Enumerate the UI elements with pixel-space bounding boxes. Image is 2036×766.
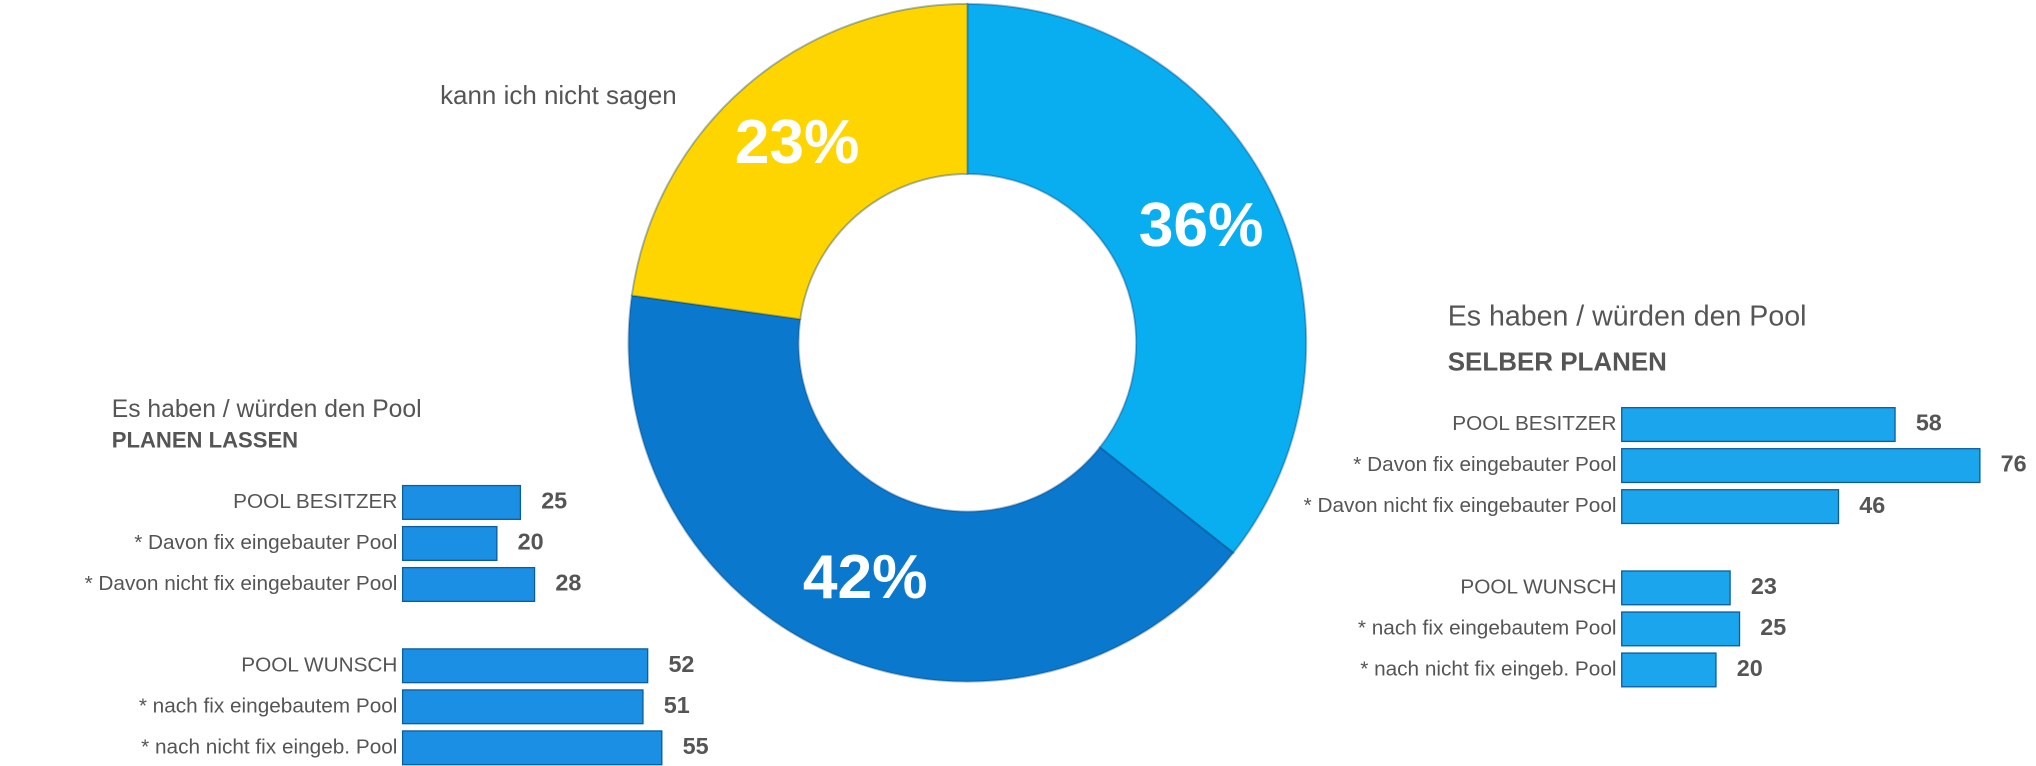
bar — [401, 730, 663, 766]
category-label: * nach nicht fix eingeb. Pool — [1360, 657, 1616, 680]
bar — [1621, 489, 1840, 525]
category-label: POOL WUNSCH — [241, 653, 397, 676]
value-label: 55 — [683, 733, 709, 759]
bar — [1621, 652, 1717, 688]
donut-segment — [630, 2, 969, 321]
category-label: * nach fix eingebautem Pool — [1358, 616, 1617, 639]
value-label: 28 — [555, 570, 581, 596]
chart-subtitle: PLANEN LASSEN — [112, 427, 298, 452]
category-label: * nach nicht fix eingeb. Pool — [141, 735, 397, 758]
bar — [401, 566, 536, 603]
category-label: POOL BESITZER — [233, 490, 397, 513]
value-label: 52 — [668, 651, 694, 677]
category-label: POOL WUNSCH — [1460, 575, 1616, 598]
donut-segment — [627, 294, 1235, 683]
bar — [1621, 570, 1731, 606]
chart-title: Es haben / würden den Pool — [112, 396, 422, 423]
category-label: * Davon fix eingebauter Pool — [134, 531, 397, 554]
donut-segment — [966, 2, 1308, 555]
bar — [1621, 611, 1741, 647]
value-label: 46 — [1859, 492, 1885, 518]
category-label: * Davon nicht fix eingebauter Pool — [85, 572, 398, 595]
bar — [1621, 407, 1896, 443]
category-label: * Davon nicht fix eingebauter Pool — [1304, 494, 1617, 517]
value-label: 23 — [1751, 573, 1777, 599]
bar — [401, 525, 498, 561]
category-label: POOL BESITZER — [1452, 412, 1616, 435]
value-label: 25 — [541, 488, 567, 514]
bar — [1621, 448, 1981, 484]
bar — [401, 648, 649, 684]
chart-title: Es haben / würden den Pool — [1448, 301, 1807, 333]
value-label: 20 — [1737, 655, 1763, 681]
chart-subtitle: SELBER PLANEN — [1448, 346, 1667, 376]
value-label: 23% — [735, 108, 860, 177]
value-label: 20 — [518, 529, 544, 555]
category-label: kann ich nicht sagen — [440, 80, 677, 110]
value-label: 58 — [1916, 410, 1942, 436]
category-label: * nach fix eingebautem Pool — [139, 694, 398, 717]
category-label: * Davon fix eingebauter Pool — [1353, 453, 1616, 476]
value-label: 51 — [664, 692, 690, 718]
value-label: 25 — [1760, 614, 1786, 640]
value-label: 36% — [1139, 191, 1264, 260]
value-label: 42% — [803, 543, 928, 612]
bar — [401, 484, 522, 520]
value-label: 76 — [2001, 451, 2027, 477]
bar — [401, 689, 644, 725]
